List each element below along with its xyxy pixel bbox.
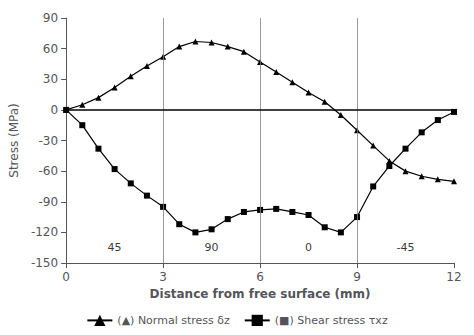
svg-text:(▲) Normal stress δz: (▲) Normal stress δz	[117, 314, 230, 327]
svg-text:-90: -90	[39, 195, 59, 209]
svg-text:60: 60	[43, 42, 58, 56]
svg-text:-60: -60	[39, 164, 59, 178]
svg-text:0: 0	[50, 103, 58, 117]
svg-text:30: 30	[43, 72, 58, 86]
svg-text:3: 3	[159, 270, 167, 284]
svg-text:Stress (MPa): Stress (MPa)	[7, 103, 21, 177]
svg-text:45: 45	[108, 241, 122, 254]
svg-text:0: 0	[305, 241, 312, 254]
svg-text:9: 9	[353, 270, 361, 284]
svg-text:(■) Shear stress τxz: (■) Shear stress τxz	[275, 314, 388, 327]
svg-text:90: 90	[43, 11, 58, 25]
svg-text:Distance from free surface (mm: Distance from free surface (mm)	[150, 287, 371, 301]
svg-text:-30: -30	[39, 134, 59, 148]
svg-text:-120: -120	[31, 225, 58, 239]
svg-text:-45: -45	[397, 241, 415, 254]
svg-text:90: 90	[205, 241, 219, 254]
svg-text:12: 12	[446, 270, 461, 284]
svg-text:6: 6	[256, 270, 264, 284]
svg-text:0: 0	[62, 270, 70, 284]
svg-text:-150: -150	[31, 256, 58, 270]
